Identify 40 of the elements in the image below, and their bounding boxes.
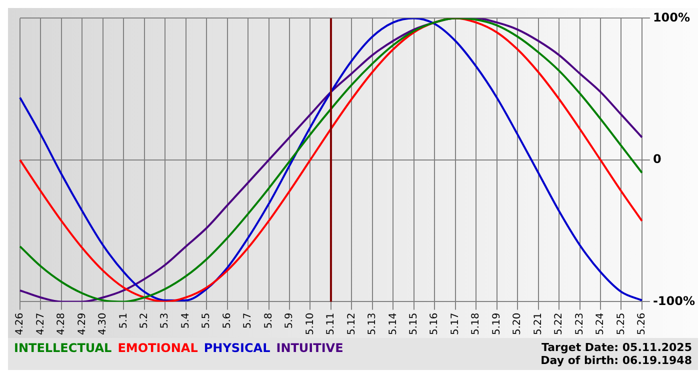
- x-tick-label: 4.26: [14, 312, 26, 335]
- x-tick-label: 5.19: [491, 312, 502, 335]
- x-tick-label: 5.23: [574, 312, 586, 335]
- x-tick-label: 4.29: [76, 312, 88, 335]
- y-tick-label: -100%: [652, 294, 696, 308]
- x-tick-label: 5.9: [284, 312, 296, 329]
- x-tick-label: 4.27: [35, 312, 46, 335]
- x-tick-label: 5.7: [242, 312, 254, 329]
- x-tick-label: 5.12: [346, 312, 358, 335]
- x-tick-label: 5.16: [429, 312, 440, 335]
- x-tick-label: 5.8: [263, 312, 274, 329]
- x-tick-label: 5.22: [554, 312, 565, 335]
- x-tick-label: 4.28: [56, 312, 68, 335]
- x-tick-label: 5.13: [367, 312, 378, 335]
- x-tick-label: 5.21: [532, 312, 544, 335]
- text: PHYSICAL: [204, 341, 270, 355]
- x-tick-label: 5.24: [595, 312, 606, 335]
- x-tick-label: 5.5: [201, 312, 212, 329]
- text: Target Date: 05.11.2025: [540, 341, 692, 354]
- x-tick-label: 5.20: [512, 312, 524, 335]
- x-tick-label: 5.15: [408, 312, 420, 335]
- x-tick-label: 5.18: [470, 312, 482, 335]
- y-tick-label: 100%: [652, 10, 690, 24]
- x-tick-label: 5.25: [616, 312, 627, 335]
- x-tick-label: 5.14: [388, 312, 399, 335]
- text: Day of birth: 06.19.1948: [540, 354, 692, 367]
- x-tick-label: 5.6: [222, 312, 233, 329]
- text: INTELLECTUAL: [14, 341, 112, 355]
- x-tick-label: 5.10: [304, 312, 316, 335]
- text: INTUITIVE: [276, 341, 344, 355]
- x-tick-label: 5.2: [138, 312, 150, 329]
- x-tick-label: 5.4: [180, 312, 192, 329]
- text: EMOTIONAL: [118, 341, 198, 355]
- x-tick-label: 5.26: [636, 312, 648, 335]
- x-tick-label: 4.30: [98, 312, 109, 335]
- x-tick-label: 5.11: [326, 312, 337, 335]
- x-tick-label: 5.1: [118, 312, 130, 329]
- y-tick-label: 0: [652, 152, 662, 166]
- x-tick-label: 5.3: [160, 312, 171, 329]
- x-tick-label: 5.17: [450, 312, 461, 335]
